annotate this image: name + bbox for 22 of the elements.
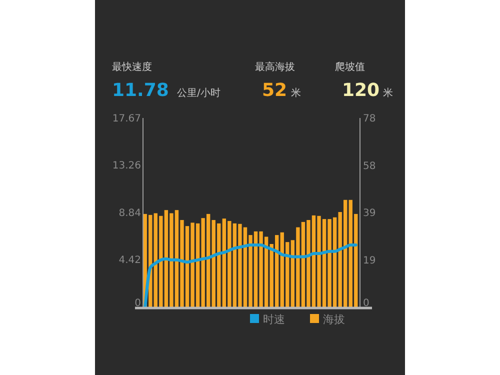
y-tick-label: 8.84 <box>118 208 141 219</box>
text: 爬坡值 <box>335 61 365 73</box>
y2-tick-label: 39 <box>363 208 376 219</box>
y2-tick-label: 19 <box>363 255 376 266</box>
text: 120 <box>342 80 380 101</box>
text: 11.78 <box>112 80 169 101</box>
legend-label: 海拔 <box>323 313 345 326</box>
y2-tick-label: 58 <box>363 160 376 172</box>
text: 最高海拔 <box>255 61 295 73</box>
text: 米 <box>383 87 393 99</box>
legend-label: 时速 <box>263 313 285 326</box>
y2-tick-label: 0 <box>363 298 370 309</box>
y-tick-label: 17.67 <box>112 114 141 124</box>
text: 公里/小时 <box>177 87 220 99</box>
y2-tick-label: 78 <box>363 114 376 124</box>
text: 最快速度 <box>112 61 152 73</box>
y-tick-label: 4.42 <box>118 255 141 266</box>
y-tick-label: 13.26 <box>112 160 141 172</box>
text: 52 <box>262 80 288 101</box>
line-series <box>144 243 358 308</box>
y-tick-label: 0 <box>134 298 141 309</box>
text: 米 <box>291 87 301 99</box>
